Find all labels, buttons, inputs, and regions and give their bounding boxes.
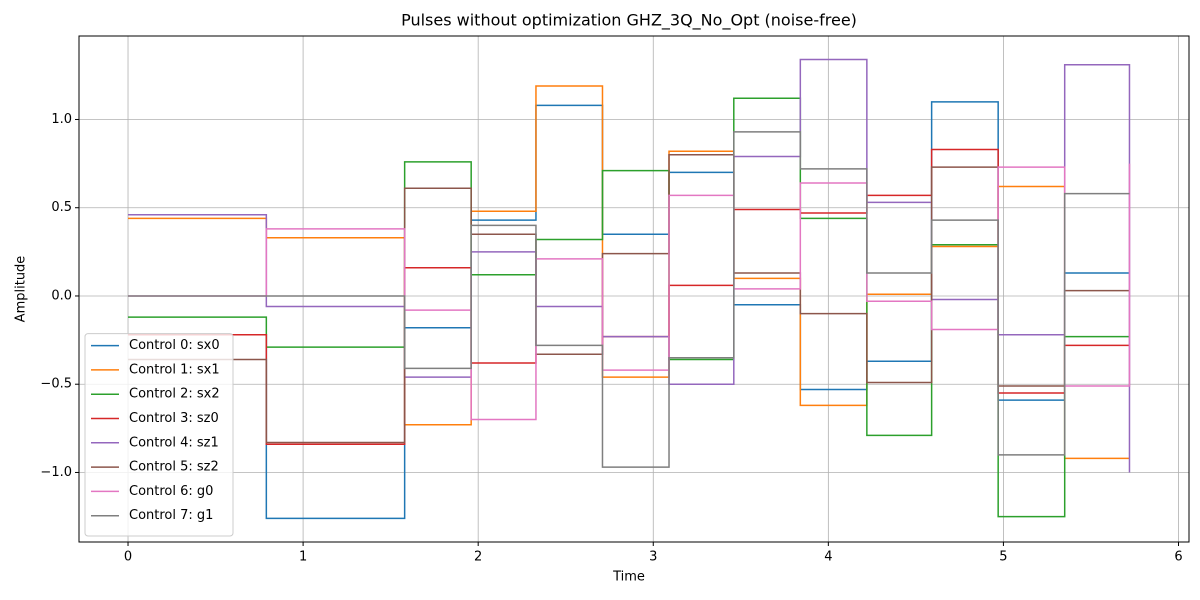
x-tick-label: 4: [824, 550, 832, 565]
y-tick-label: 0.0: [51, 288, 72, 303]
y-tick-label: −1.0: [40, 465, 72, 480]
step-line: [128, 131, 1130, 468]
legend-label: Control 3: sz0: [129, 411, 219, 426]
step-line: [128, 97, 1130, 518]
x-tick-label: 1: [299, 550, 307, 565]
step-line: [128, 154, 1130, 444]
plot-frame: [78, 35, 1190, 543]
y-axis-label: Amplitude: [14, 256, 29, 323]
step-line: [128, 148, 1130, 445]
legend-label: Control 4: sz1: [129, 435, 219, 450]
x-axis-label: Time: [612, 570, 645, 585]
x-tick-label: 0: [124, 550, 132, 565]
y-tick-label: −0.5: [40, 377, 72, 392]
step-line: [128, 101, 1130, 520]
y-tick-label: 0.5: [51, 200, 72, 215]
x-tick-label: 6: [1174, 550, 1182, 565]
legend-label: Control 7: g1: [129, 508, 213, 523]
legend-label: Control 2: sx2: [129, 387, 220, 402]
x-tick-label: 5: [999, 550, 1007, 565]
legend-box: [84, 333, 234, 537]
step-line: [128, 58, 1131, 473]
legend-label: Control 0: sx0: [129, 338, 220, 353]
chart-title: Pulses without optimization GHZ_3Q_No_Op…: [401, 11, 857, 31]
y-tick-label: 1.0: [51, 112, 72, 127]
step-line: [128, 85, 1130, 460]
legend-label: Control 6: g0: [129, 484, 213, 499]
x-tick-label: 3: [649, 550, 657, 565]
step-line: [128, 163, 1131, 421]
legend-label: Control 5: sz2: [129, 460, 219, 475]
x-tick-label: 2: [474, 550, 482, 565]
legend-label: Control 1: sx1: [129, 362, 220, 377]
